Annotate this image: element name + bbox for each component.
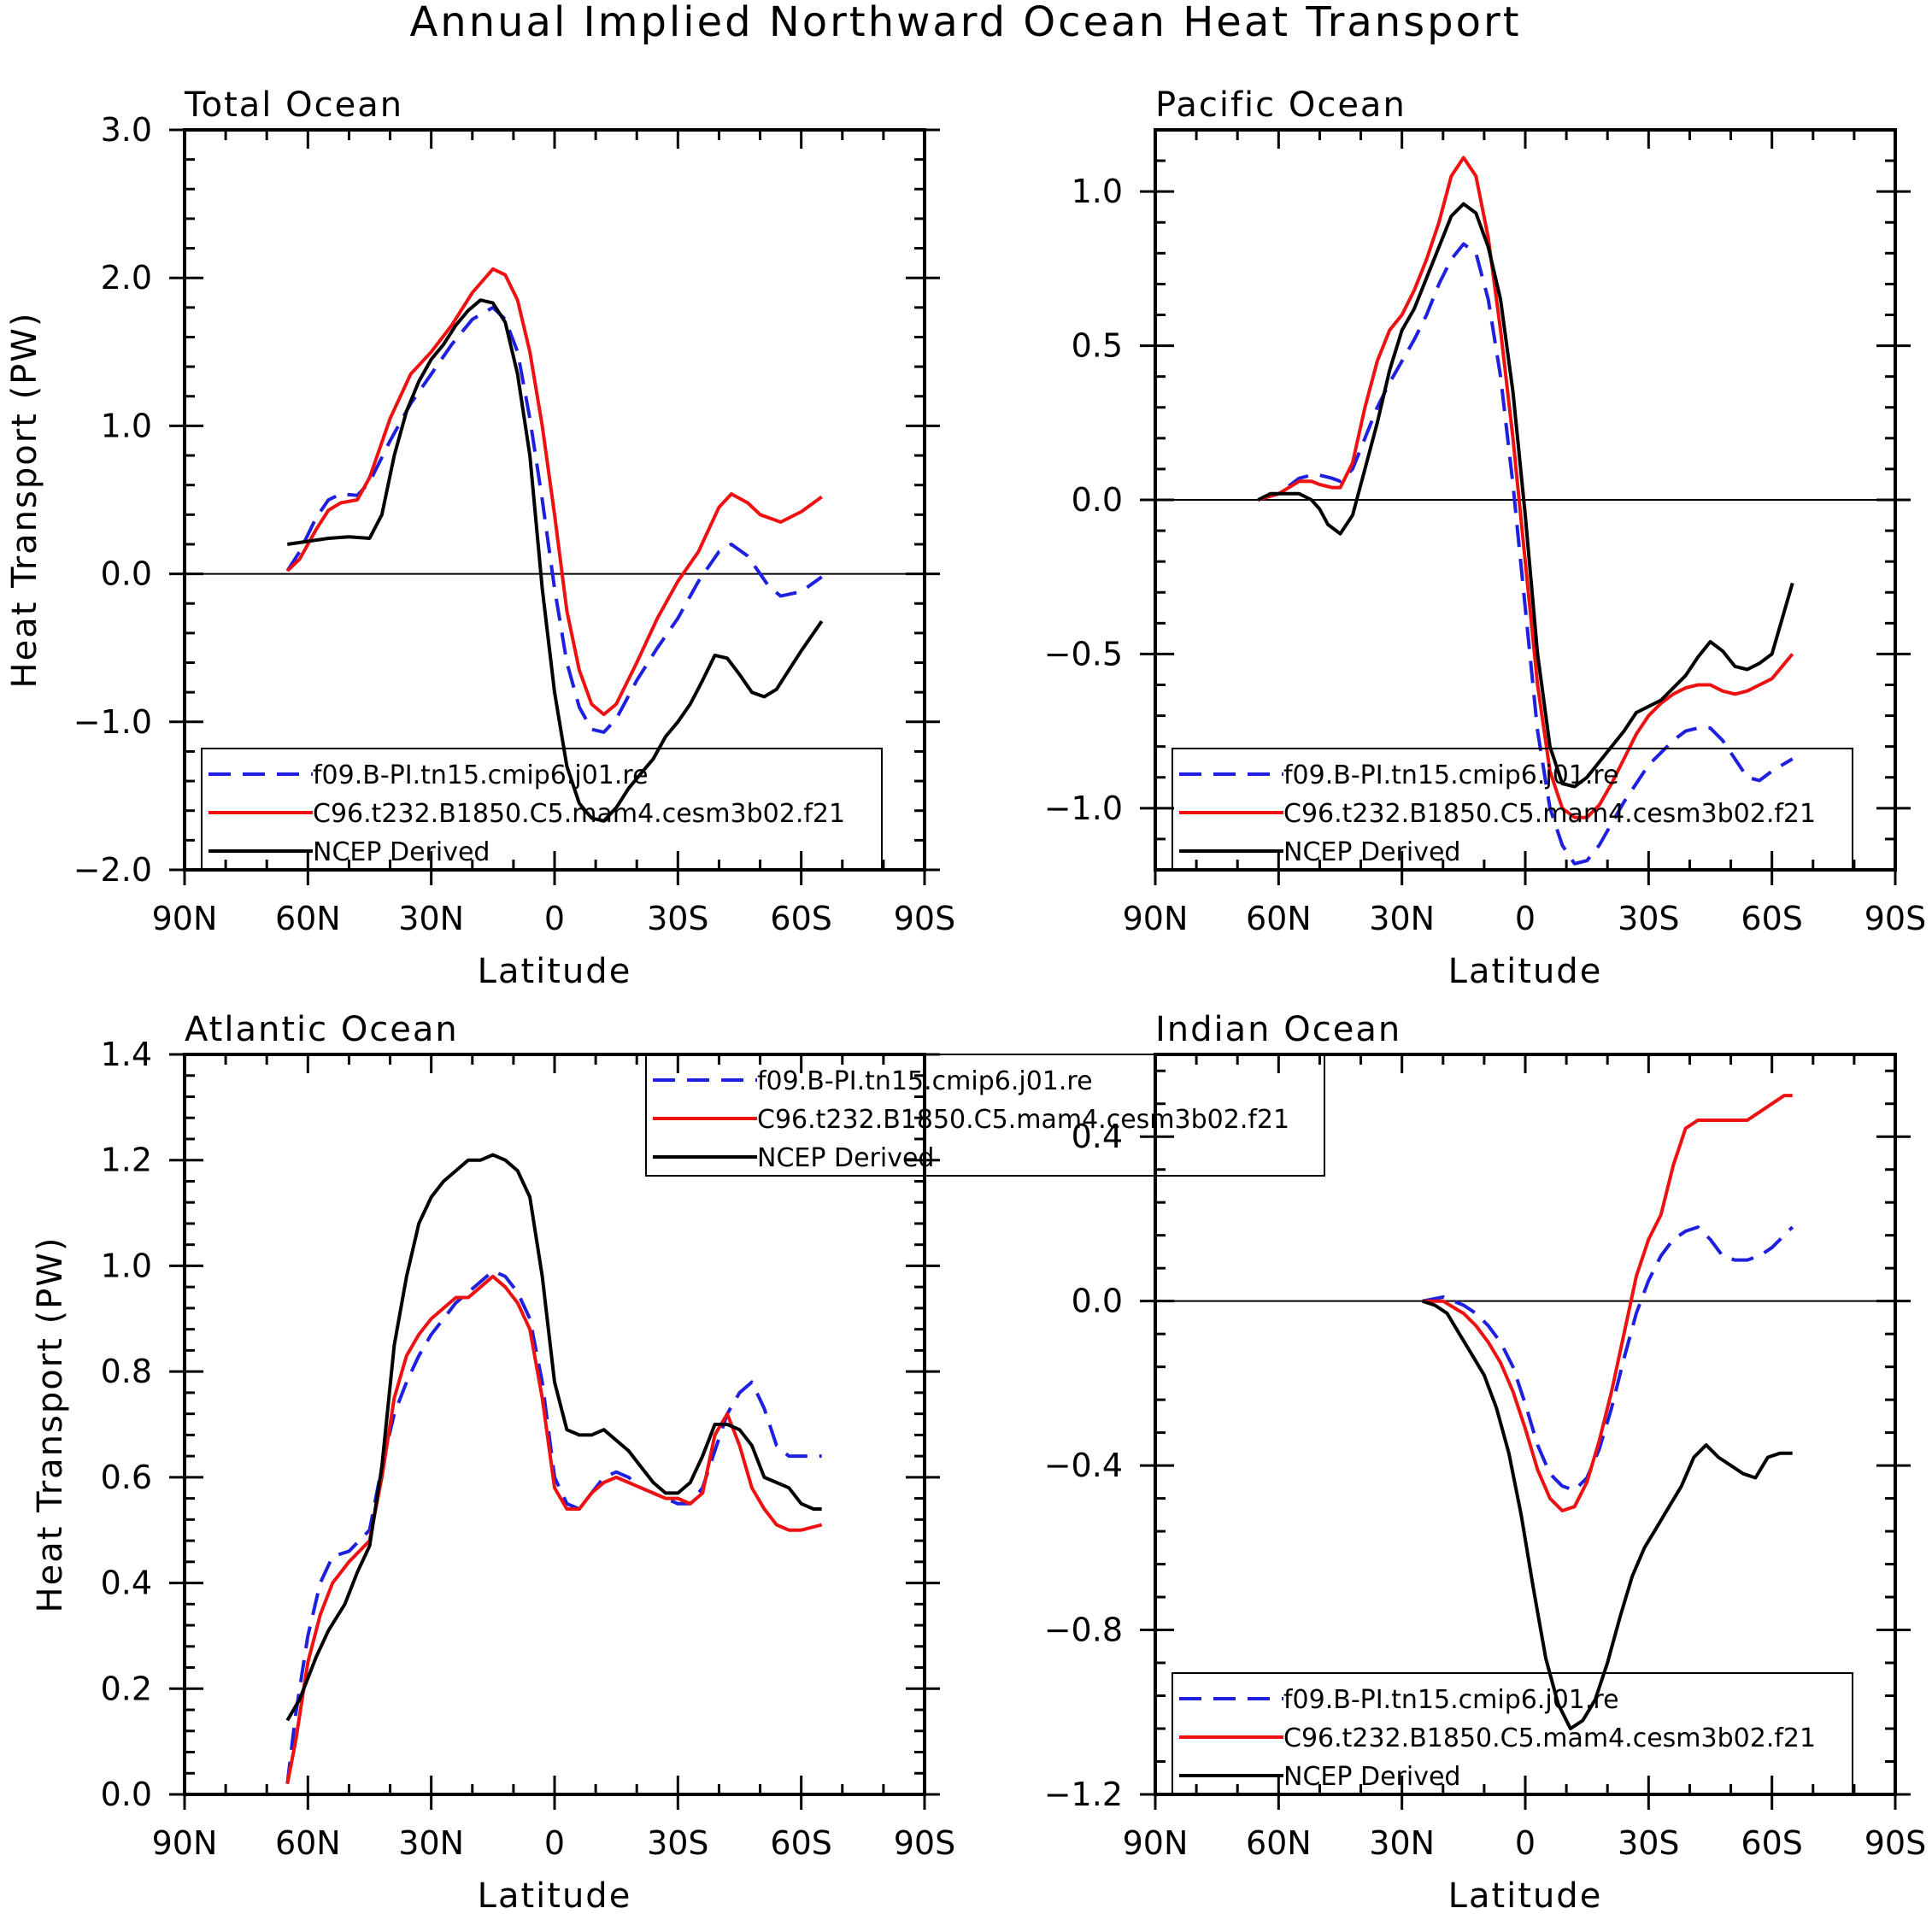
x-tick-label: 90N — [152, 900, 218, 937]
legend: f09.B-PI.tn15.cmip6.j01.re C96.t232.B1850… — [1172, 748, 1853, 871]
x-tick-label: 90S — [1864, 900, 1926, 937]
series-line-3 — [287, 298, 824, 823]
x-tick-label: 60S — [770, 900, 831, 937]
x-tick-label: 30N — [398, 1824, 464, 1862]
x-tick-label: 90S — [1864, 1824, 1926, 1862]
x-tick-label: 60S — [770, 1824, 831, 1862]
series-line-3 — [1422, 1299, 1793, 1730]
chart-panel-1: Total Ocean 90N 60N 30N 0 30S 60S 90S Latitude −2… — [5, 85, 955, 991]
y-tick-label: 1.4 — [101, 1036, 152, 1073]
y-axis-label: Heat Transport (PW) — [5, 312, 44, 689]
y-tick-label: 0.8 — [101, 1353, 152, 1390]
x-tick-label: 60N — [1246, 900, 1312, 937]
legend-label: C96.t232.B1850.C5.mam4.cesm3b02.f21 — [1283, 799, 1816, 829]
y-tick-label: 0.0 — [101, 555, 152, 593]
legend-label: f09.B-PI.tn15.cmip6.j01.re — [757, 1066, 1093, 1096]
legend-label: NCEP Derived — [313, 837, 490, 867]
y-tick-label: 1.0 — [1072, 173, 1123, 210]
x-axis-label: Latitude — [1448, 952, 1603, 991]
figure-title: Annual Implied Northward Ocean Heat Tran… — [409, 0, 1521, 46]
y-tick-label: −0.5 — [1044, 635, 1123, 672]
y-tick-label: −2.0 — [73, 851, 152, 889]
y-tick-label: 3.0 — [101, 111, 152, 149]
y-tick-label: 0.2 — [101, 1670, 152, 1707]
y-tick-label: 0.6 — [101, 1459, 152, 1496]
y-tick-label: 1.0 — [101, 407, 152, 444]
chart-panel-4: Indian Ocean 90N 60N 30N 0 30S 60S 90S Latitude −… — [1044, 1010, 1927, 1916]
panel-title: Atlantic Ocean — [185, 1010, 459, 1049]
y-tick-label: −1.0 — [1044, 790, 1123, 827]
x-tick-label: 0 — [544, 900, 565, 937]
legend-label: C96.t232.B1850.C5.mam4.cesm3b02.f21 — [1283, 1723, 1816, 1753]
series-line-2 — [1257, 156, 1794, 819]
x-tick-label: 90N — [152, 1824, 218, 1862]
x-tick-label: 90N — [1123, 1824, 1189, 1862]
panel-title: Pacific Ocean — [1155, 85, 1406, 125]
legend: f09.B-PI.tn15.cmip6.j01.re C96.t232.B1850… — [645, 1054, 1325, 1177]
series-line-2 — [1422, 1094, 1793, 1512]
legend-label: NCEP Derived — [757, 1143, 934, 1173]
plot-frame — [183, 128, 926, 872]
series-line-3 — [1257, 202, 1794, 789]
legend-label: C96.t232.B1850.C5.mam4.cesm3b02.f21 — [313, 799, 845, 829]
y-tick-label: 0.0 — [101, 1776, 152, 1813]
y-tick-label: −0.8 — [1044, 1612, 1123, 1649]
x-tick-label: 30S — [647, 900, 708, 937]
legend-label: NCEP Derived — [1283, 837, 1460, 867]
legend-box — [1172, 1672, 1853, 1795]
x-tick-label: 90S — [894, 900, 955, 937]
x-tick-label: 0 — [1515, 900, 1536, 937]
x-axis-label: Latitude — [1448, 1876, 1603, 1916]
legend-label: C96.t232.B1850.C5.mam4.cesm3b02.f21 — [757, 1105, 1289, 1135]
legend-label: f09.B-PI.tn15.cmip6.j01.re — [313, 760, 649, 790]
panel-title: Total Ocean — [184, 85, 403, 125]
legend: f09.B-PI.tn15.cmip6.j01.re C96.t232.B1850… — [1172, 1672, 1853, 1795]
legend-label: NCEP Derived — [1283, 1762, 1460, 1792]
y-tick-label: 0.5 — [1072, 327, 1123, 365]
series-line-1 — [1422, 1225, 1794, 1492]
x-tick-label: 30N — [1369, 900, 1435, 937]
y-axis-label: Heat Transport (PW) — [31, 1236, 70, 1613]
x-tick-label: 30S — [1618, 900, 1679, 937]
y-tick-label: −1.0 — [73, 703, 152, 741]
y-tick-label: 0.4 — [101, 1565, 152, 1602]
legend: f09.B-PI.tn15.cmip6.j01.re C96.t232.B1850… — [201, 748, 883, 871]
legend-box — [1172, 748, 1853, 871]
y-tick-label: 2.0 — [101, 259, 152, 297]
x-tick-label: 30N — [1369, 1824, 1435, 1862]
legend-label: f09.B-PI.tn15.cmip6.j01.re — [1283, 760, 1619, 790]
legend-box — [645, 1054, 1325, 1177]
x-tick-label: 30S — [647, 1824, 708, 1862]
series-line-3 — [285, 1153, 822, 1722]
x-tick-label: 90N — [1123, 900, 1189, 937]
chart-panel-3: Atlantic Ocean 90N 60N 30N 0 30S 60S 90S Latitud… — [31, 1010, 955, 1916]
x-tick-label: 60N — [1246, 1824, 1312, 1862]
y-tick-label: −1.2 — [1044, 1776, 1123, 1813]
y-tick-label: 0.0 — [1072, 1283, 1123, 1320]
x-tick-label: 90S — [894, 1824, 955, 1862]
y-tick-label: 1.2 — [101, 1142, 152, 1179]
x-tick-label: 60S — [1741, 900, 1802, 937]
x-tick-label: 0 — [1515, 1824, 1536, 1862]
series-line-1 — [285, 1269, 822, 1784]
y-tick-label: 0.0 — [1072, 481, 1123, 519]
x-tick-label: 60N — [275, 1824, 341, 1862]
legend-label: f09.B-PI.tn15.cmip6.j01.re — [1283, 1685, 1619, 1715]
y-tick-label: 1.0 — [101, 1247, 152, 1284]
x-axis-label: Latitude — [478, 1876, 632, 1916]
series-line-2 — [285, 267, 823, 717]
series-line-1 — [1257, 242, 1794, 866]
x-tick-label: 30N — [398, 900, 464, 937]
x-axis-label: Latitude — [478, 952, 632, 991]
x-tick-label: 60N — [275, 900, 341, 937]
x-tick-label: 30S — [1618, 1824, 1679, 1862]
legend-box — [201, 748, 883, 871]
panel-title: Indian Ocean — [1155, 1010, 1401, 1049]
y-tick-label: 0.4 — [1072, 1118, 1123, 1155]
x-tick-label: 60S — [1741, 1824, 1802, 1862]
y-tick-label: −0.4 — [1044, 1447, 1123, 1484]
chart-panel-2: Pacific Ocean 90N 60N 30N 0 30S 60S 90S Latitude… — [1044, 85, 1927, 991]
x-tick-label: 0 — [544, 1824, 565, 1862]
